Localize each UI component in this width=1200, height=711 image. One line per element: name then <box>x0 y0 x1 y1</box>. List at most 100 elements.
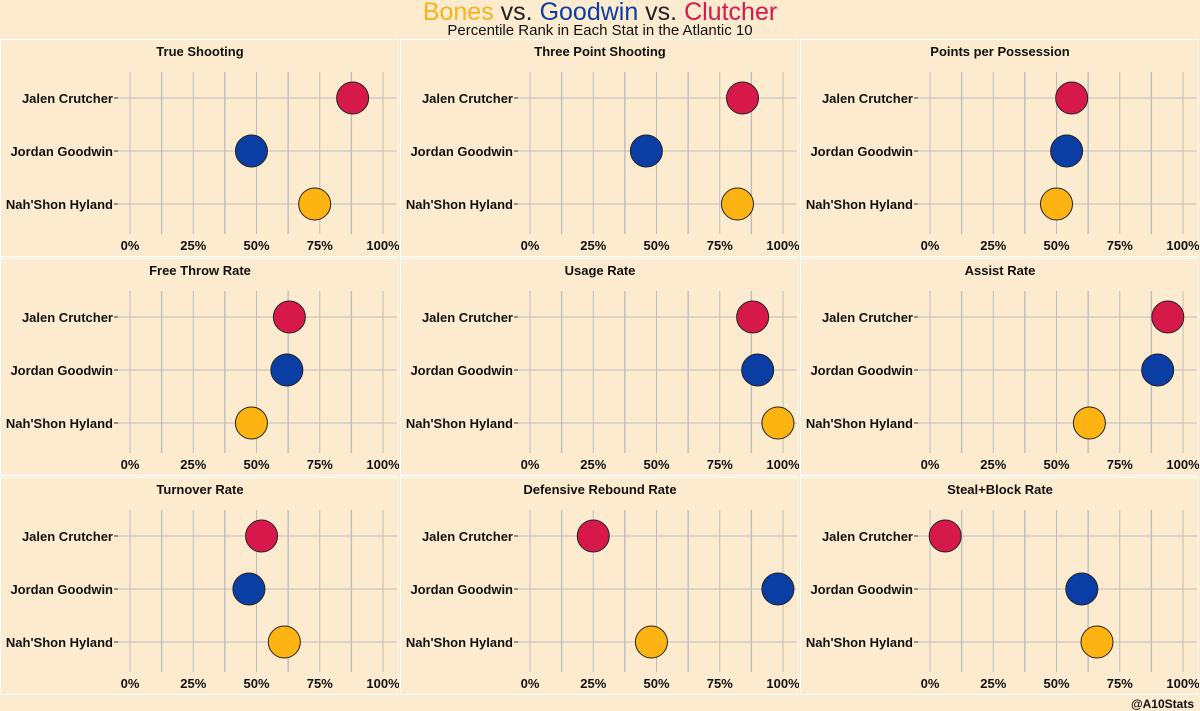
x-tick-label: 100% <box>766 676 799 691</box>
data-point <box>272 300 306 334</box>
x-tick-label: 100% <box>366 238 399 253</box>
player-label: Jalen Crutcher <box>422 91 513 106</box>
x-tick-label: 0% <box>521 457 540 472</box>
player-label: Jordan Goodwin <box>410 582 513 597</box>
player-label: Jordan Goodwin <box>410 144 513 159</box>
player-label: Nah'Shon Hyland <box>406 416 513 431</box>
title-part: Clutcher <box>684 0 778 26</box>
player-label: Jalen Crutcher <box>22 529 113 544</box>
x-tick-label: 50% <box>643 238 669 253</box>
player-label: Jordan Goodwin <box>810 144 913 159</box>
x-tick-label: 0% <box>921 238 940 253</box>
x-tick-label: 75% <box>1107 676 1133 691</box>
title-part: Bones <box>422 0 494 26</box>
facet-grid: True Shooting Jalen Crutcher Jordan Goodwi… <box>0 39 1200 699</box>
facet-panel: Three Point Shooting Jalen Crutcher Jordan… <box>400 39 799 257</box>
x-tick-label: 50% <box>243 676 269 691</box>
data-point <box>761 572 795 606</box>
data-point <box>270 353 304 387</box>
facet-panel: Points per Possession Jalen Crutcher Jorda… <box>800 39 1199 257</box>
player-label: Jordan Goodwin <box>10 144 113 159</box>
player-label: Jordan Goodwin <box>810 582 913 597</box>
caption: @A10Stats <box>1130 697 1194 711</box>
player-label: Jalen Crutcher <box>22 310 113 325</box>
data-point <box>234 406 268 440</box>
panel-plot: Assist Rate Jalen Crutcher Jordan Goodwin N… <box>806 263 1199 472</box>
data-point <box>234 134 268 168</box>
panel-title: True Shooting <box>156 44 243 59</box>
x-tick-label: 75% <box>707 238 733 253</box>
x-tick-label: 25% <box>980 457 1006 472</box>
panel-plot: Turnover Rate Jalen Crutcher Jordan Goodwi… <box>6 482 399 691</box>
x-tick-label: 0% <box>121 238 140 253</box>
data-point <box>928 519 962 553</box>
panel-title: Steal+Block Rate <box>947 482 1053 497</box>
player-label: Jordan Goodwin <box>810 363 913 378</box>
panel-title: Free Throw Rate <box>149 263 251 278</box>
panel-plot: Three Point Shooting Jalen Crutcher Jordan… <box>406 44 799 253</box>
panel-title: Usage Rate <box>565 263 636 278</box>
data-point <box>720 187 754 221</box>
x-tick-label: 25% <box>580 238 606 253</box>
data-point <box>1040 187 1073 221</box>
data-point <box>1065 572 1099 606</box>
data-point <box>1072 406 1106 440</box>
x-tick-label: 100% <box>766 457 799 472</box>
player-label: Nah'Shon Hyland <box>406 197 513 212</box>
data-point <box>1050 134 1084 168</box>
x-tick-label: 0% <box>921 457 940 472</box>
x-tick-label: 50% <box>243 457 269 472</box>
player-label: Jalen Crutcher <box>422 310 513 325</box>
player-label: Nah'Shon Hyland <box>6 197 113 212</box>
panel-plot: Steal+Block Rate Jalen Crutcher Jordan Goo… <box>806 482 1199 691</box>
title-part: vs. <box>493 0 540 26</box>
data-point <box>741 353 775 387</box>
player-label: Jordan Goodwin <box>10 582 113 597</box>
x-tick-label: 75% <box>707 676 733 691</box>
data-point <box>761 406 795 440</box>
x-tick-label: 0% <box>121 676 140 691</box>
x-tick-label: 50% <box>1043 457 1069 472</box>
panel-title: Defensive Rebound Rate <box>523 482 676 497</box>
data-point <box>576 519 610 553</box>
x-tick-label: 50% <box>643 676 669 691</box>
panel-plot: True Shooting Jalen Crutcher Jordan Goodwi… <box>6 44 399 253</box>
data-point <box>1055 81 1089 115</box>
x-tick-label: 75% <box>307 457 333 472</box>
x-tick-label: 75% <box>1107 457 1133 472</box>
panel-title: Turnover Rate <box>156 482 243 497</box>
x-tick-label: 50% <box>1043 676 1069 691</box>
x-tick-label: 0% <box>521 238 540 253</box>
x-tick-label: 50% <box>643 457 669 472</box>
data-point <box>1080 625 1114 659</box>
x-tick-label: 0% <box>921 676 940 691</box>
x-tick-label: 100% <box>1166 457 1199 472</box>
player-label: Nah'Shon Hyland <box>806 416 913 431</box>
facet-panel: Defensive Rebound Rate Jalen Crutcher Jord… <box>400 477 799 695</box>
data-point <box>736 300 770 334</box>
player-label: Nah'Shon Hyland <box>806 197 913 212</box>
title-part: vs. <box>638 0 685 26</box>
player-label: Jalen Crutcher <box>22 91 113 106</box>
title-part: Goodwin <box>539 0 639 26</box>
player-label: Jalen Crutcher <box>822 529 913 544</box>
player-label: Nah'Shon Hyland <box>6 635 113 650</box>
x-tick-label: 25% <box>180 457 206 472</box>
x-tick-label: 50% <box>243 238 269 253</box>
player-label: Nah'Shon Hyland <box>6 416 113 431</box>
facet-panel: Usage Rate Jalen Crutcher Jordan Goodwin Na… <box>400 258 799 476</box>
data-point <box>1141 353 1175 387</box>
data-point <box>232 572 266 606</box>
panel-plot: Defensive Rebound Rate Jalen Crutcher Jord… <box>406 482 799 691</box>
facet-panel: Steal+Block Rate Jalen Crutcher Jordan Goo… <box>800 477 1199 695</box>
x-tick-label: 100% <box>366 457 399 472</box>
x-tick-label: 25% <box>580 457 606 472</box>
x-tick-label: 75% <box>307 238 333 253</box>
data-point <box>245 519 279 553</box>
data-point <box>336 81 370 115</box>
facet-panel: Free Throw Rate Jalen Crutcher Jordan Good… <box>0 258 399 476</box>
panel-plot: Points per Possession Jalen Crutcher Jorda… <box>806 44 1199 253</box>
panel-plot: Free Throw Rate Jalen Crutcher Jordan Good… <box>6 263 399 472</box>
x-tick-label: 100% <box>1166 238 1199 253</box>
x-tick-label: 100% <box>366 676 399 691</box>
